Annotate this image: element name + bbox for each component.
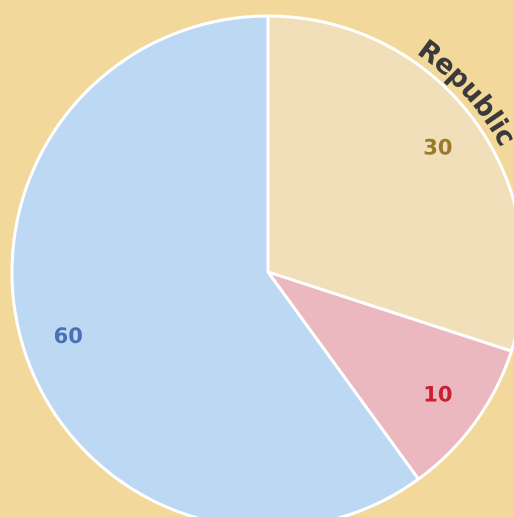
pie [10,14,514,517]
pie-slice [10,14,421,517]
data-label: 30 [423,136,452,160]
pie-slice [266,14,514,353]
pie-slice [264,269,514,482]
data-label: 60 [54,324,83,348]
data-label: 10 [423,382,452,406]
